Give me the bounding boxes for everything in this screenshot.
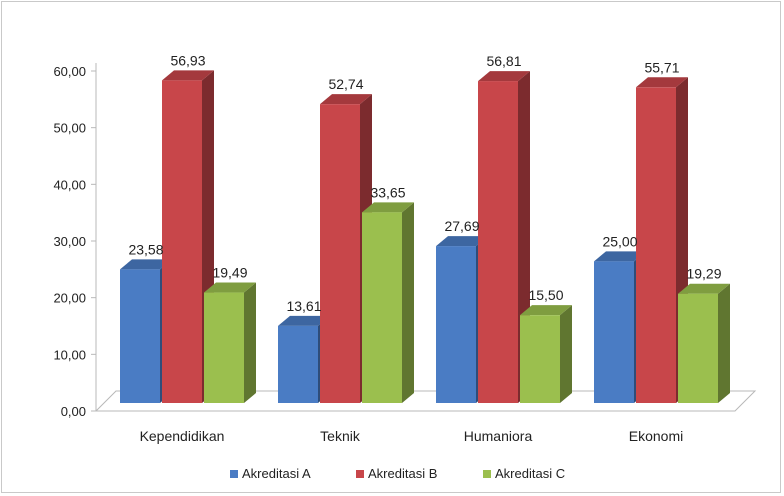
bar-top — [120, 259, 172, 270]
chart-floor — [94, 390, 757, 412]
bar-front — [162, 80, 202, 403]
y-tick-label: 60,00 — [53, 64, 86, 79]
bar-front — [320, 104, 360, 403]
bar-top — [320, 94, 372, 105]
data-labels: 23,58 56,93 19,49 13,61 52,74 33,65 27,69 56,81… — [128, 52, 721, 313]
bar-top — [636, 77, 688, 88]
bar-front — [120, 269, 160, 403]
data-label: 56,93 — [170, 52, 205, 68]
y-tick-label: 30,00 — [53, 234, 86, 249]
category-label: Teknik — [320, 428, 361, 444]
bar-side — [560, 305, 572, 403]
y-tick-label: 10,00 — [53, 347, 86, 362]
x-axis-categories: Kependidikan Teknik Humaniora Ekonomi — [140, 428, 684, 444]
data-label: 19,29 — [686, 266, 721, 282]
bar-front — [436, 246, 476, 403]
y-tick-label: 40,00 — [53, 177, 86, 192]
category-label: Kependidikan — [140, 428, 225, 444]
bar-akreditasi-c-kependidikan — [204, 282, 256, 403]
bar-side — [718, 283, 730, 403]
bar-side — [402, 202, 414, 403]
y-tick-label: 20,00 — [53, 291, 86, 306]
legend-item: Akreditasi C — [483, 466, 565, 481]
data-label: 25,00 — [602, 233, 637, 249]
bar-top — [436, 236, 488, 247]
legend-item: Akreditasi B — [356, 466, 437, 481]
y-tick-label: 50,00 — [53, 121, 86, 136]
bar-front — [594, 261, 634, 403]
bar-side — [244, 282, 256, 403]
legend-label: Akreditasi B — [368, 466, 437, 481]
data-label: 19,49 — [212, 265, 247, 281]
bar-top — [520, 305, 572, 316]
category-label: Humaniora — [464, 428, 533, 444]
category-label: Ekonomi — [629, 428, 683, 444]
bar-front — [278, 325, 318, 403]
bar-top — [204, 282, 256, 293]
bar-akreditasi-c-teknik — [362, 202, 414, 403]
y-axis: 0,00 10,00 20,00 30,00 40,00 50,00 60,00 — [53, 63, 97, 419]
legend-swatch — [356, 470, 364, 478]
data-label: 55,71 — [644, 59, 679, 75]
data-label: 23,58 — [128, 241, 163, 257]
bar-front — [678, 293, 718, 403]
bar-top — [678, 283, 730, 294]
bar-top — [162, 70, 214, 81]
bar-front — [520, 315, 560, 403]
bar-front — [636, 87, 676, 403]
legend: Akreditasi A Akreditasi B Akreditasi C — [230, 466, 565, 481]
legend-swatch — [230, 470, 238, 478]
legend-swatch — [483, 470, 491, 478]
bar-top — [594, 251, 646, 262]
legend-label: Akreditasi A — [242, 466, 311, 481]
data-label: 52,74 — [328, 76, 363, 92]
data-label: 27,69 — [444, 218, 479, 234]
bar-front — [362, 212, 402, 403]
data-label: 15,50 — [528, 287, 563, 303]
data-label: 33,65 — [370, 184, 405, 200]
y-tick-label: 0,00 — [61, 404, 86, 419]
bar-akreditasi-b-teknik — [320, 94, 372, 403]
bar-top — [278, 315, 330, 326]
data-label: 13,61 — [286, 298, 321, 314]
bar-top — [478, 71, 530, 82]
bars — [120, 70, 730, 404]
bar-front — [478, 81, 518, 404]
data-label: 56,81 — [486, 53, 521, 69]
floor-plane — [94, 390, 757, 412]
legend-item: Akreditasi A — [230, 466, 311, 481]
bar-top — [362, 202, 414, 213]
bar-akreditasi-c-humaniora — [520, 305, 572, 403]
bar-front — [204, 292, 244, 403]
legend-label: Akreditasi C — [495, 466, 565, 481]
bar-akreditasi-c-ekonomi — [678, 283, 730, 403]
